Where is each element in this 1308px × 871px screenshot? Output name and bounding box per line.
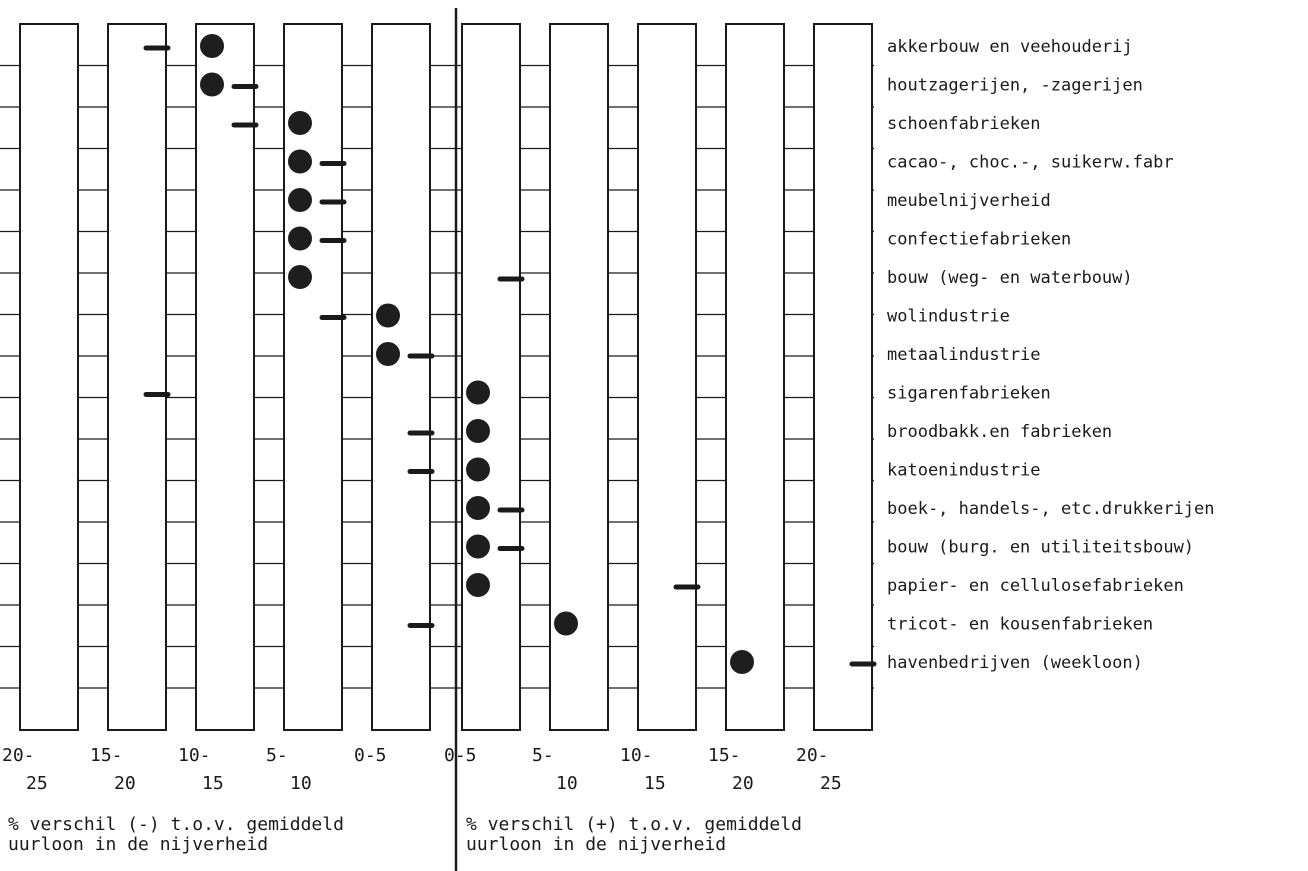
category-label: cacao-, choc.-, suikerw.fabr bbox=[887, 153, 1174, 173]
xlabel-right: % verschil (+) t.o.v. gemiddeld uurloon i… bbox=[466, 814, 802, 855]
tick-label: 25 bbox=[820, 773, 842, 794]
category-label: tricot- en kousenfabrieken bbox=[887, 615, 1153, 635]
dot-marker bbox=[554, 611, 578, 636]
dot-marker bbox=[288, 149, 312, 174]
category-label: akkerbouw en veehouderij bbox=[887, 37, 1133, 57]
column-8 bbox=[637, 23, 697, 731]
column-layer bbox=[19, 23, 873, 731]
category-label: boek-, handels-, etc.drukkerijen bbox=[887, 499, 1215, 519]
category-label: bouw (weg- en waterbouw) bbox=[887, 268, 1133, 288]
category-labels: akkerbouw en veehouderij houtzagerijen, -… bbox=[887, 37, 1215, 673]
column-7 bbox=[549, 23, 609, 731]
dot-marker bbox=[466, 380, 490, 405]
dot-marker bbox=[466, 534, 490, 559]
tick-label: 10- bbox=[620, 745, 653, 766]
category-label: schoenfabrieken bbox=[887, 114, 1041, 134]
tick-label: 20 bbox=[732, 773, 754, 794]
tick-label: 10 bbox=[290, 773, 312, 794]
category-label: sigarenfabrieken bbox=[887, 384, 1051, 404]
column-1 bbox=[19, 23, 79, 731]
column-3 bbox=[195, 23, 255, 731]
tick-label: 0-5 bbox=[354, 745, 387, 766]
column-5 bbox=[371, 23, 431, 731]
tick-label: 15- bbox=[708, 745, 741, 766]
dot-marker bbox=[288, 226, 312, 251]
grid-layer bbox=[0, 64, 874, 689]
tick-label: 5- bbox=[266, 745, 288, 766]
marker-layer bbox=[143, 34, 877, 674]
tick-label: 25 bbox=[26, 773, 48, 794]
dot-marker bbox=[466, 573, 490, 597]
category-label: houtzagerijen, -zagerijen bbox=[887, 76, 1143, 96]
category-label: metaalindustrie bbox=[887, 345, 1041, 365]
dot-marker bbox=[466, 419, 490, 443]
category-label: katoenindustrie bbox=[887, 461, 1041, 481]
category-label: havenbedrijven (weekloon) bbox=[887, 653, 1143, 673]
category-label: confectiefabrieken bbox=[887, 230, 1071, 250]
column-6 bbox=[461, 23, 521, 731]
tick-label: 15 bbox=[202, 773, 224, 794]
tick-label: 20 bbox=[114, 773, 136, 794]
dot-marker bbox=[730, 650, 754, 674]
dot-marker bbox=[200, 72, 224, 97]
column-2 bbox=[107, 23, 167, 731]
tick-label: 10- bbox=[178, 745, 211, 766]
category-label: bouw (burg. en utiliteitsbouw) bbox=[887, 538, 1194, 558]
tick-label: 20- bbox=[2, 745, 35, 766]
category-label: broodbakk.en fabrieken bbox=[887, 422, 1112, 442]
column-10 bbox=[813, 23, 873, 731]
tick-label: 15 bbox=[644, 773, 666, 794]
column-4 bbox=[283, 23, 343, 731]
xlabel-left: % verschil (-) t.o.v. gemiddeld uurloon i… bbox=[8, 814, 344, 855]
tick-label: 20- bbox=[796, 745, 829, 766]
dot-marker bbox=[288, 188, 312, 212]
category-label: meubelnijverheid bbox=[887, 191, 1051, 211]
dot-marker bbox=[376, 342, 400, 366]
dot-marker bbox=[288, 111, 312, 135]
dot-marker bbox=[466, 457, 490, 482]
category-label: papier- en cellulosefabrieken bbox=[887, 576, 1184, 596]
tick-label: 0-5 bbox=[444, 745, 477, 766]
dot-marker bbox=[200, 34, 224, 58]
dot-marker bbox=[466, 496, 490, 520]
category-label: wolindustrie bbox=[887, 307, 1010, 327]
column-9 bbox=[725, 23, 785, 731]
axis-captions: % verschil (-) t.o.v. gemiddeld uurloon i… bbox=[8, 814, 802, 855]
tick-label: 5- bbox=[532, 745, 554, 766]
tick-label: 10 bbox=[556, 773, 578, 794]
tick-label: 15- bbox=[90, 745, 123, 766]
dot-marker bbox=[288, 265, 312, 289]
dot-marker bbox=[376, 303, 400, 328]
